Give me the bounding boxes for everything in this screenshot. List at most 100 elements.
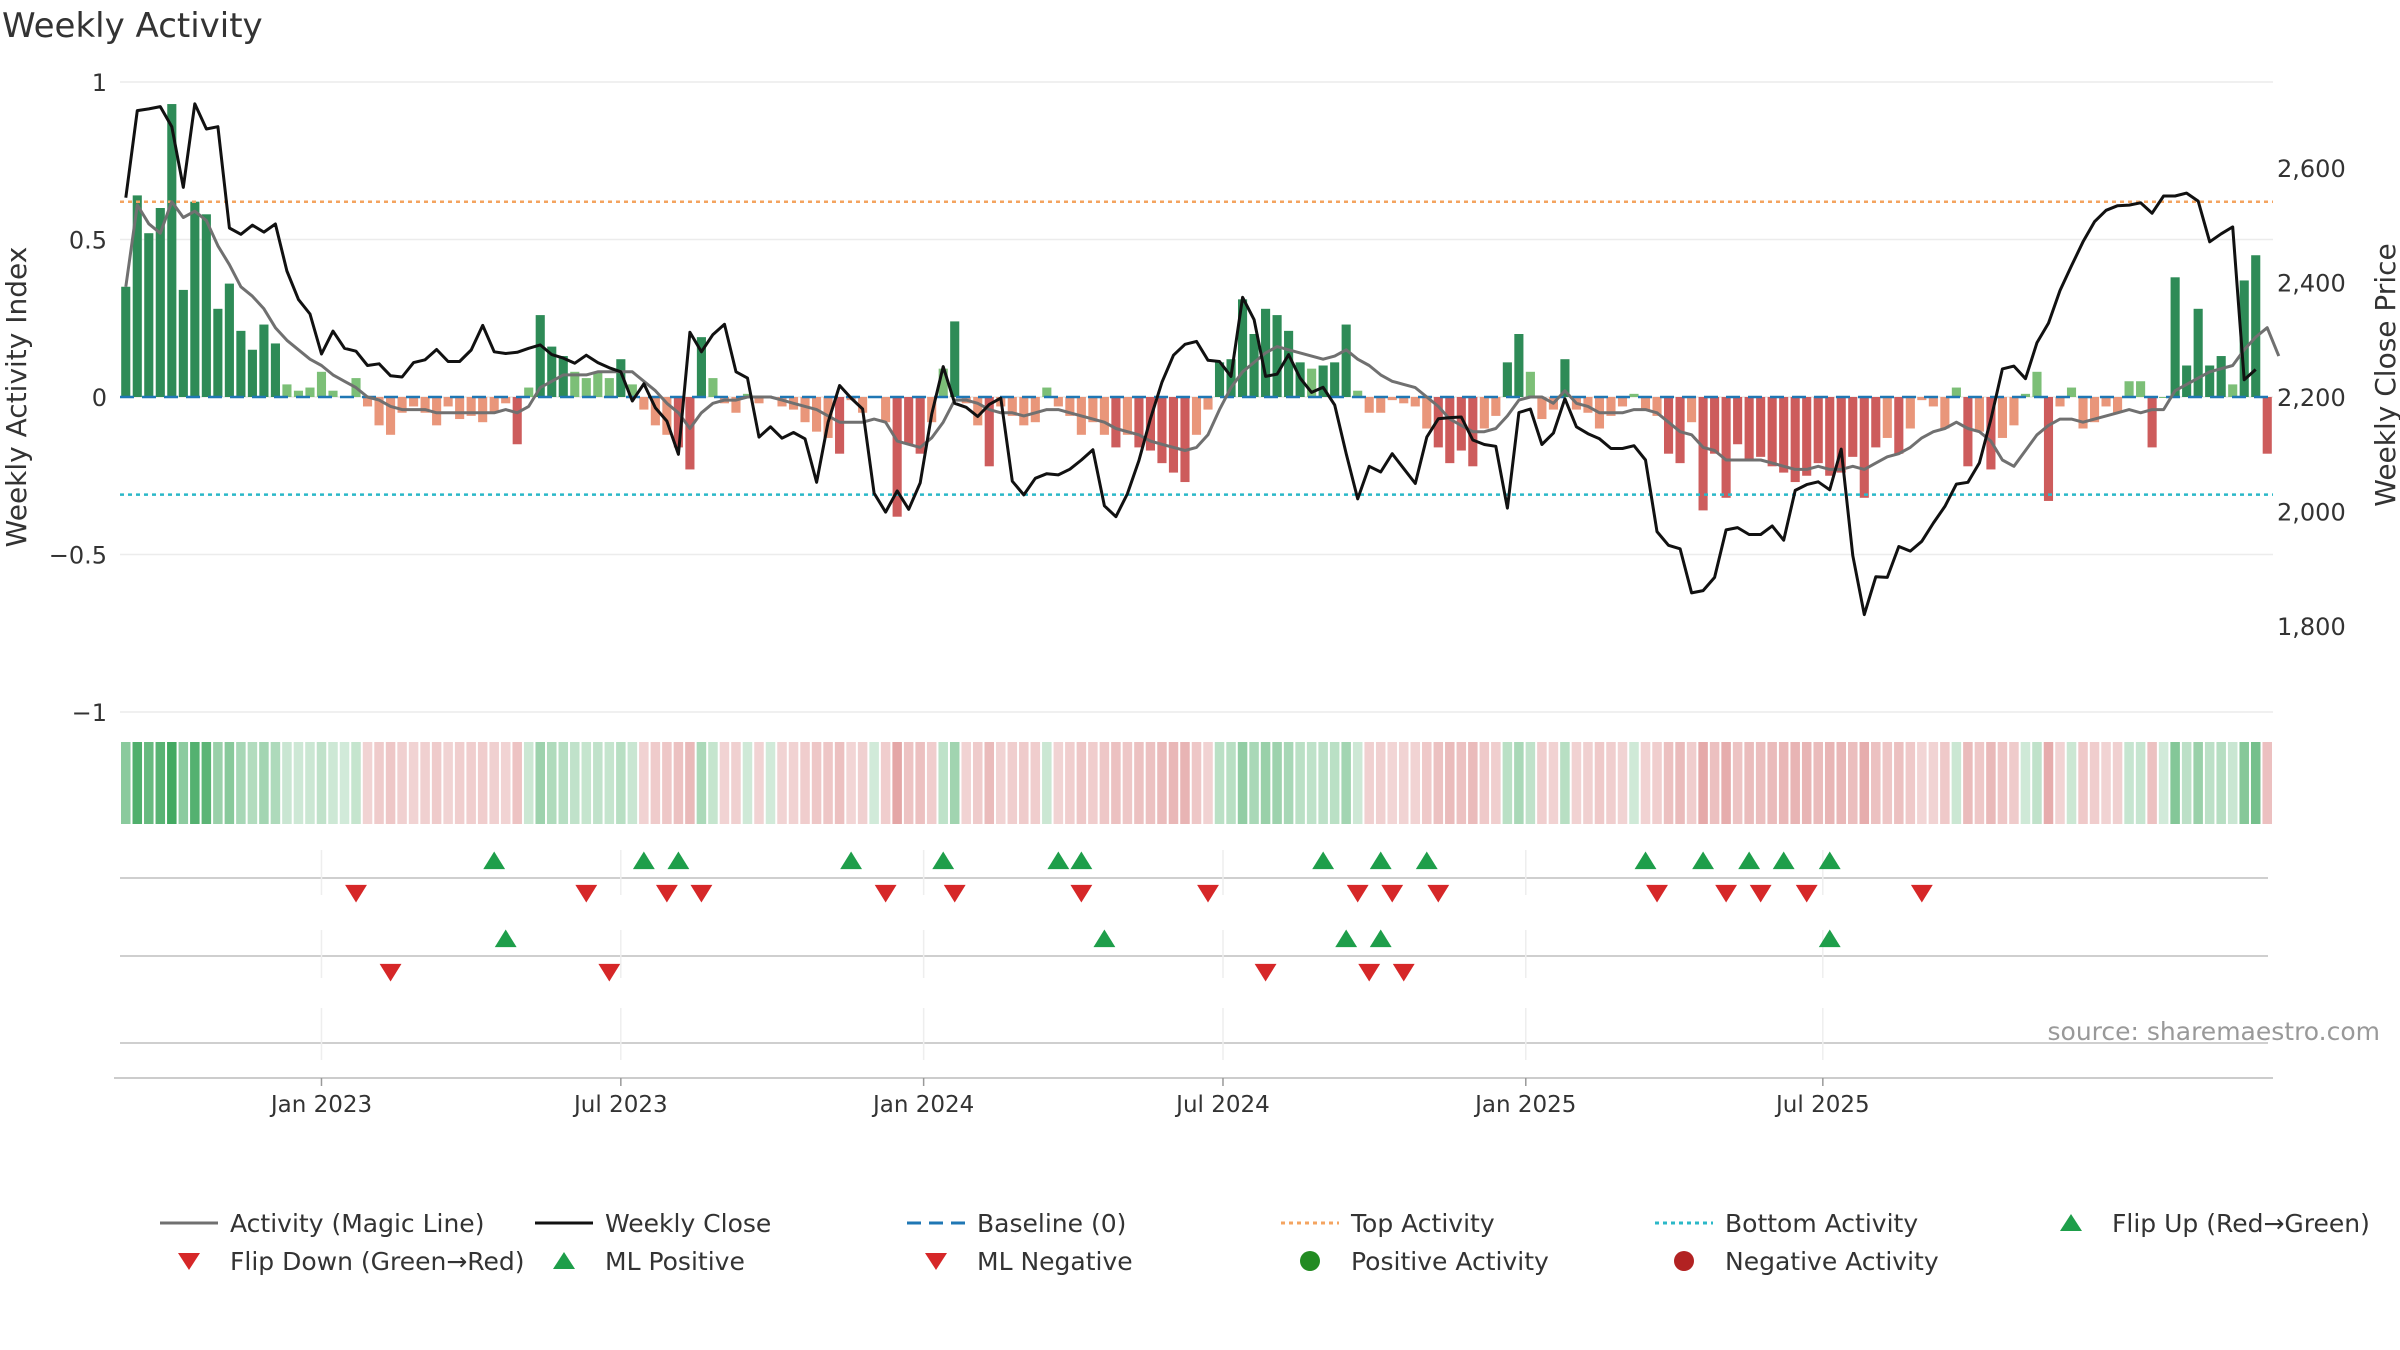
heat-cell [1974, 742, 1985, 824]
heat-cell [1099, 742, 1110, 824]
flip-down-marker [1646, 884, 1668, 903]
ml-positive-marker [494, 929, 517, 948]
activity-bar [1836, 397, 1846, 473]
heat-cell [1502, 742, 1513, 824]
heat-cell [500, 742, 511, 824]
activity-bar [362, 397, 373, 407]
heat-cell [1709, 742, 1720, 824]
heat-cell [454, 742, 465, 824]
y-left-tick-label: −0.5 [49, 542, 107, 570]
heat-cell [650, 742, 661, 824]
activity-bar [1802, 397, 1812, 476]
heat-cell [2066, 742, 2077, 824]
activity-bar [938, 368, 948, 397]
flip-down-marker [1070, 884, 1093, 903]
activity-bar [282, 384, 292, 397]
heat-cell [903, 742, 914, 824]
heat-cell [1053, 742, 1064, 824]
legend-symbol [2060, 1214, 2082, 1231]
heat-cell [857, 742, 868, 824]
heat-cell [604, 742, 615, 824]
activity-bar [984, 397, 994, 467]
activity-bar [1502, 362, 1512, 397]
flip-down-marker [575, 884, 598, 903]
x-tick-label: Jul 2023 [572, 1092, 668, 1118]
heat-cell [1963, 742, 1973, 824]
heat-cell [673, 742, 684, 824]
flip-down-marker [1381, 884, 1404, 903]
activity-bar [950, 321, 960, 397]
activity-bar [1848, 397, 1858, 457]
heat-cell [754, 742, 764, 824]
activity-bar [547, 346, 557, 397]
heat-cell [247, 742, 258, 824]
heat-cell [443, 742, 453, 824]
activity-bar [1433, 397, 1443, 448]
flip-down-marker [1197, 884, 1219, 903]
legend-item-neg: Negative Activity [1653, 1246, 1939, 1276]
activity-bar [1779, 397, 1789, 473]
activity-bar [858, 397, 868, 413]
legend-symbol [178, 1253, 200, 1270]
heat-cell [1986, 742, 1996, 824]
x-tick-label: Jan 2023 [269, 1092, 372, 1118]
heat-cell [1606, 742, 1616, 824]
activity-bar [2020, 393, 2031, 397]
heat-cell [880, 742, 891, 824]
series-lines [124, 102, 2281, 617]
heat-cell [1180, 742, 1190, 824]
flip-up-marker [1369, 851, 1392, 870]
weekly-activity-chart: 1 0.5 0 −0.5 −1 2,600 2,400 2,200 2,000 1,800 Week… [0, 69, 2400, 1118]
y-left-tick-label: 0 [92, 384, 107, 412]
heat-cell [362, 742, 373, 824]
activity-bar [1790, 397, 1800, 483]
legend-item-magic: Activity (Magic Line) [158, 1208, 484, 1238]
flip-up-marker [1070, 851, 1093, 870]
heat-cell [581, 742, 592, 824]
activity-bar [1168, 397, 1179, 473]
activity-bar [2032, 371, 2042, 397]
heat-cell [1848, 742, 1858, 824]
activity-bar [1710, 397, 1720, 454]
x-tick-label: Jul 2025 [1774, 1092, 1870, 1118]
heat-cell [1145, 742, 1156, 824]
activity-bar [1917, 397, 1927, 401]
heat-cell [2089, 742, 2100, 824]
heat-cell [201, 742, 212, 824]
heat-cell [1928, 742, 1939, 824]
activity-bar [190, 201, 200, 397]
activity-bar [1721, 397, 1731, 498]
heat-cell [1410, 742, 1421, 824]
legend-symbol [1300, 1251, 1320, 1271]
activity-bar [1560, 359, 1570, 397]
x-tick-label: Jan 2024 [871, 1092, 974, 1118]
heat-cell [1652, 742, 1662, 824]
heat-cell [339, 742, 350, 824]
activity-bar [121, 286, 131, 397]
heat-cell [1594, 742, 1605, 824]
heat-cell [685, 742, 695, 824]
activity-bar [2055, 397, 2065, 407]
activity-bar [1525, 371, 1535, 397]
heat-cell [1583, 742, 1593, 824]
heat-cell [1905, 742, 1916, 824]
legend-item-mlpos: ML Positive [533, 1246, 745, 1276]
heat-cell [1341, 742, 1351, 824]
heat-cell [144, 742, 154, 824]
activity-bar [1364, 397, 1374, 413]
activity-bar [1974, 397, 1984, 432]
heat-cell [1329, 742, 1340, 824]
ml-negative-marker [598, 963, 621, 982]
heat-cell [639, 742, 649, 824]
heat-cell [1767, 742, 1777, 824]
activity-bar [236, 330, 246, 397]
activity-bar [835, 397, 845, 454]
activity-bar [397, 397, 407, 413]
heat-cell [167, 742, 177, 824]
activity-bar [1122, 397, 1132, 435]
legend-item-bottom: Bottom Activity [1653, 1208, 1918, 1238]
heat-cell [1042, 742, 1052, 824]
heat-cell [2078, 742, 2088, 824]
activity-bar [742, 393, 753, 397]
activity-bar [1491, 397, 1501, 416]
